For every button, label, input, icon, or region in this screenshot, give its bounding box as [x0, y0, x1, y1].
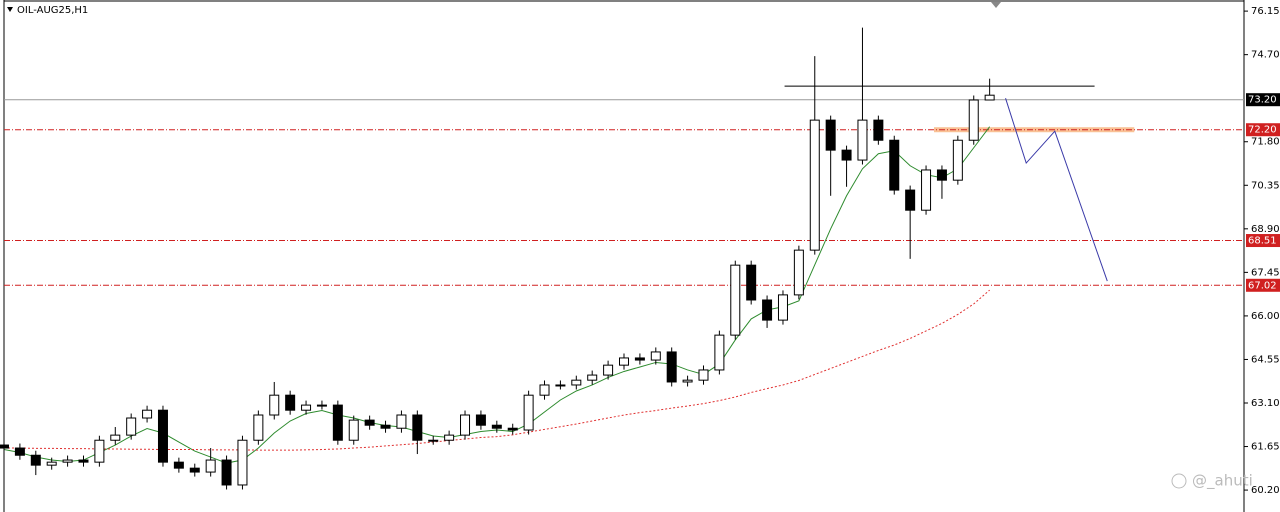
level-label-box — [1246, 234, 1280, 248]
candle-body — [460, 414, 471, 436]
candle-body — [936, 169, 947, 181]
y-tick-label: 64.55 — [1251, 354, 1280, 365]
candle-body — [475, 414, 486, 426]
y-tick-label: 63.10 — [1251, 398, 1280, 409]
candle-body — [30, 454, 41, 466]
candle-body — [46, 461, 57, 466]
projection-path — [1005, 98, 1108, 282]
candle-body — [666, 351, 677, 383]
y-tick-label: 66.00 — [1251, 311, 1280, 322]
candle-body — [332, 404, 343, 441]
candle-body — [507, 427, 518, 431]
candle-body — [0, 444, 9, 449]
level-label: 68.51 — [1248, 236, 1277, 247]
candle-body — [269, 394, 280, 416]
candle-body — [157, 409, 168, 463]
candle-body — [746, 264, 757, 301]
candle-body — [571, 379, 582, 386]
candle-body — [396, 414, 407, 429]
candle-body — [603, 364, 614, 376]
candle-body — [412, 414, 423, 441]
candle-body — [364, 419, 375, 426]
candle-body — [619, 357, 629, 366]
y-tick-label: 67.45 — [1251, 267, 1280, 278]
y-tick-label: 68.90 — [1251, 224, 1280, 235]
candle-body — [444, 434, 455, 441]
candle-body — [221, 459, 232, 486]
candle-body — [921, 169, 932, 211]
candle-body — [587, 374, 598, 381]
candle-body — [873, 119, 884, 141]
candle-body — [857, 119, 868, 161]
watermark: @_ahuti — [1192, 472, 1253, 491]
candle-body — [348, 419, 359, 441]
watermark-icon — [1171, 473, 1187, 489]
menu-triangle — [7, 7, 13, 12]
level-label-box — [1246, 123, 1280, 137]
y-tick-label: 60.20 — [1251, 485, 1280, 496]
candle-body — [301, 404, 312, 411]
candle-body — [793, 249, 804, 296]
y-tick-label: 61.65 — [1251, 442, 1280, 453]
candle-body — [428, 439, 439, 442]
candle-body — [841, 149, 852, 161]
candle-body — [650, 351, 661, 361]
candle-body — [698, 369, 709, 381]
candle-body — [253, 414, 264, 441]
candle-body — [714, 334, 725, 371]
candle-body — [205, 459, 216, 473]
level-label: 67.02 — [1248, 280, 1277, 291]
y-tick-label: 70.35 — [1251, 180, 1280, 191]
candle-body — [634, 357, 645, 361]
candle-body — [173, 461, 184, 469]
candle-body — [62, 459, 73, 463]
candle-body — [682, 379, 693, 383]
candle-body — [905, 189, 916, 211]
candle-body — [555, 384, 566, 387]
candle-body — [889, 139, 900, 191]
candle-body — [809, 119, 820, 251]
shift-marker — [991, 2, 1001, 8]
moving-average — [4, 289, 990, 451]
candle-body — [126, 417, 137, 436]
candle-body — [316, 404, 327, 407]
candle-body — [984, 94, 995, 101]
level-label: 73.20 — [1248, 95, 1277, 106]
level-label-box — [1246, 93, 1280, 107]
candle-body — [730, 264, 741, 336]
candle-body — [968, 99, 979, 141]
level-label-box — [1246, 278, 1280, 292]
candle-body — [523, 394, 534, 431]
candle-body — [539, 384, 550, 396]
candle-body — [237, 439, 248, 486]
candle-body — [491, 424, 502, 429]
candle-body — [825, 119, 836, 151]
y-tick-label: 76.15 — [1251, 6, 1280, 17]
candle-body — [285, 394, 296, 411]
chart-title: OIL-AUG25,H1 — [17, 5, 88, 16]
y-tick-label: 74.70 — [1251, 50, 1280, 61]
candle-body — [78, 459, 89, 463]
candle-body — [777, 294, 788, 321]
candle-body — [110, 434, 121, 441]
candle-body — [142, 409, 153, 419]
level-label: 72.20 — [1248, 125, 1277, 136]
candle-body — [952, 139, 963, 181]
candle-body — [14, 447, 25, 456]
y-tick-label: 71.80 — [1251, 137, 1280, 148]
candle-body — [94, 439, 105, 463]
candle-body — [380, 424, 391, 429]
candle-body — [189, 467, 200, 473]
candle-body — [762, 299, 773, 321]
supply-zone — [934, 127, 1135, 133]
